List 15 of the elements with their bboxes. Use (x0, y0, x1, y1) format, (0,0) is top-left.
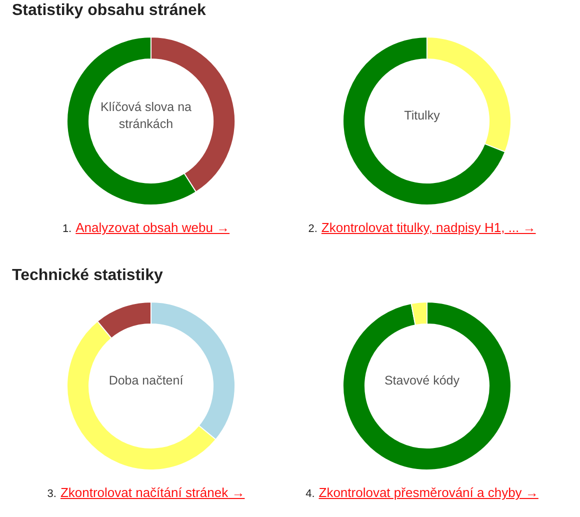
text: Zkontrolovat přesměrování a chyby → (318, 485, 538, 500)
text: Analyzovat obsah webu → (76, 220, 230, 235)
donut-slice (342, 302, 512, 470)
chart-title: Statistiky obsahu stránek (12, 2, 206, 20)
text: 2. (308, 223, 318, 235)
text: Titulky (403, 108, 441, 124)
text: 3. (47, 488, 56, 500)
text: Stavové kódy (383, 372, 461, 390)
text: Klíčová slova na stránkách (99, 99, 193, 133)
text: Doba načtení (108, 372, 184, 390)
text: 4. (306, 488, 315, 500)
chart-title: Technické statistiky (12, 267, 163, 285)
text: Zkontrolovat načítání stránek → (60, 485, 245, 500)
text: Zkontrolovat titulky, nadpisy H1, ... → (321, 220, 536, 235)
text: 1. (62, 223, 72, 235)
